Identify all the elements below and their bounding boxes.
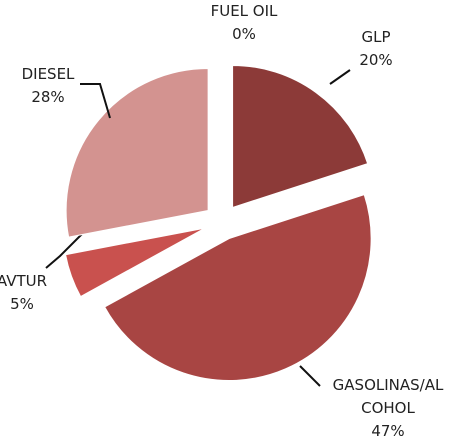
value-label: 5%: [10, 295, 34, 313]
leader-line: [299, 365, 321, 387]
slice-label: GASOLINAS/ALCOHOL 47%: [328, 374, 448, 443]
slice-label: DIESEL 28%: [18, 63, 78, 109]
slice-label: FUEL OIL 0%: [194, 0, 294, 46]
pie-slice: [64, 227, 206, 298]
slice-label: AVTUR 5%: [0, 270, 52, 316]
value-label: 20%: [359, 51, 393, 69]
slice-label: GLP 20%: [346, 26, 406, 72]
value-label: 28%: [31, 88, 65, 106]
value-label: 47%: [371, 422, 405, 440]
leader-line: [329, 69, 351, 85]
pie-slice: [104, 194, 372, 381]
category-label: GLP: [361, 28, 391, 46]
category-label: AVTUR: [0, 272, 48, 290]
leader-line: [45, 225, 91, 269]
value-label: 0%: [232, 25, 256, 43]
category-label: GASOLINAS/ALCOHOL: [332, 376, 444, 417]
leader-line: [80, 83, 111, 119]
pie-slice: [65, 68, 209, 238]
pie-slice: [232, 64, 369, 209]
category-label: FUEL OIL: [210, 2, 278, 20]
category-label: DIESEL: [21, 65, 75, 83]
